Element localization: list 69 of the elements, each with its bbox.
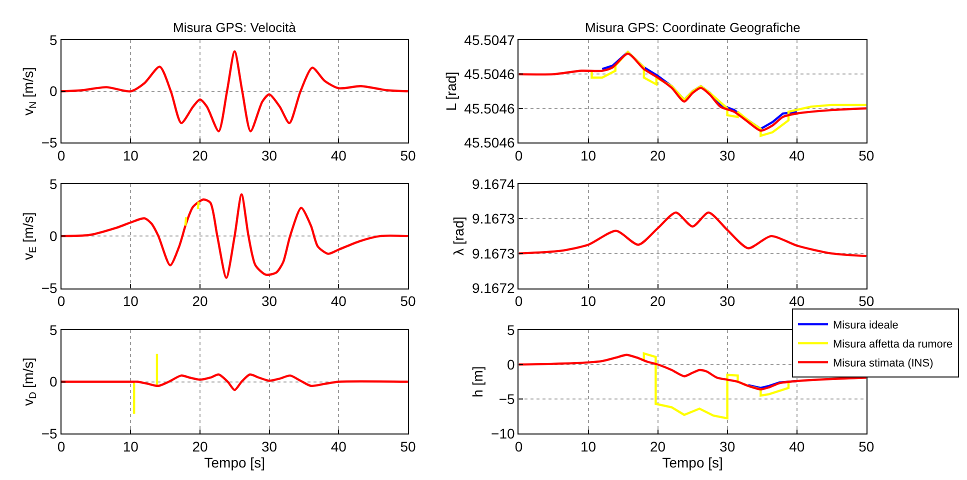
x-tick-label: 20 xyxy=(650,438,666,454)
x-tick-label: 30 xyxy=(262,438,278,454)
x-tick-label: 20 xyxy=(650,293,666,310)
y-tick-label: 9.1673 xyxy=(472,210,515,227)
x-tick-label: 50 xyxy=(400,293,416,310)
legend-label: Misura stimata (INS) xyxy=(833,357,934,370)
line-series xyxy=(61,373,408,392)
y-tick-label: 0 xyxy=(507,356,515,372)
y-tick-label: 45.5046 xyxy=(464,134,516,150)
x-tick-label: 20 xyxy=(192,293,208,310)
x-tick-label: 20 xyxy=(192,148,208,164)
x-tick-label: 10 xyxy=(122,148,139,164)
x-tick-label: 50 xyxy=(400,438,416,454)
x-tick-label: 10 xyxy=(122,438,139,454)
y-tick-label: −5 xyxy=(41,134,58,150)
x-tick-label: 50 xyxy=(858,293,874,310)
line-series xyxy=(590,50,866,137)
y-tick-label: 9.1672 xyxy=(472,280,515,296)
x-tick-label: 10 xyxy=(122,293,139,310)
legend-label: Misura ideale xyxy=(833,319,898,332)
y-tick-label: 45.5046 xyxy=(464,66,516,82)
x-axis-title: Tempo [s] xyxy=(204,454,265,470)
x-tick-label: 50 xyxy=(400,148,416,164)
line-series xyxy=(518,354,866,390)
y-tick-label: 0 xyxy=(50,228,58,244)
x-tick-label: 50 xyxy=(858,438,874,454)
y-tick-label: 5 xyxy=(507,322,515,338)
x-tick-label: 20 xyxy=(650,148,666,164)
line-series xyxy=(61,50,408,132)
y-tick-label: 9.1673 xyxy=(472,245,515,262)
y-axis-title: λ [rad] xyxy=(450,216,467,256)
x-tick-label: 40 xyxy=(789,148,805,164)
x-tick-label: 30 xyxy=(262,293,278,310)
y-tick-label: 5 xyxy=(50,32,58,48)
x-tick-label: 10 xyxy=(580,293,596,310)
line-series xyxy=(518,52,866,132)
y-tick-label: −5 xyxy=(41,425,58,442)
line-series xyxy=(642,352,790,420)
chart-title: Misura GPS: Coordinate Geografiche xyxy=(585,20,800,35)
chart-title: Misura GPS: Velocità xyxy=(173,20,297,35)
y-tick-label: −5 xyxy=(41,280,58,296)
y-tick-label: 5 xyxy=(50,176,58,192)
x-tick-label: 10 xyxy=(580,148,596,164)
x-tick-label: 30 xyxy=(720,148,736,164)
y-tick-label: −10 xyxy=(491,425,516,442)
y-tick-label: 5 xyxy=(50,322,58,338)
y-tick-label: 45.5047 xyxy=(464,32,516,48)
line-series xyxy=(61,193,408,279)
x-tick-label: 10 xyxy=(580,438,596,454)
y-axis-title: h [m] xyxy=(470,366,486,398)
x-tick-label: 40 xyxy=(330,293,347,310)
x-tick-label: 30 xyxy=(720,438,736,454)
y-axis-title: L [rad] xyxy=(442,72,459,111)
y-tick-label: 0 xyxy=(50,83,58,100)
x-tick-label: 50 xyxy=(858,148,874,164)
x-tick-label: 40 xyxy=(789,438,805,454)
legend-label: Misura affetta da rumore xyxy=(833,338,953,350)
x-axis-title: Tempo [s] xyxy=(662,454,723,470)
x-tick-label: 30 xyxy=(262,148,278,164)
x-tick-label: 40 xyxy=(330,148,347,164)
line-series xyxy=(518,211,866,258)
y-tick-label: −5 xyxy=(498,390,515,407)
y-tick-label: 45.5046 xyxy=(464,100,516,116)
y-tick-label: 0 xyxy=(50,374,58,390)
x-tick-label: 20 xyxy=(192,438,208,454)
x-tick-label: 30 xyxy=(720,293,736,310)
x-tick-label: 40 xyxy=(330,438,347,454)
x-tick-label: 40 xyxy=(789,293,805,310)
y-tick-label: 9.1674 xyxy=(472,176,515,192)
